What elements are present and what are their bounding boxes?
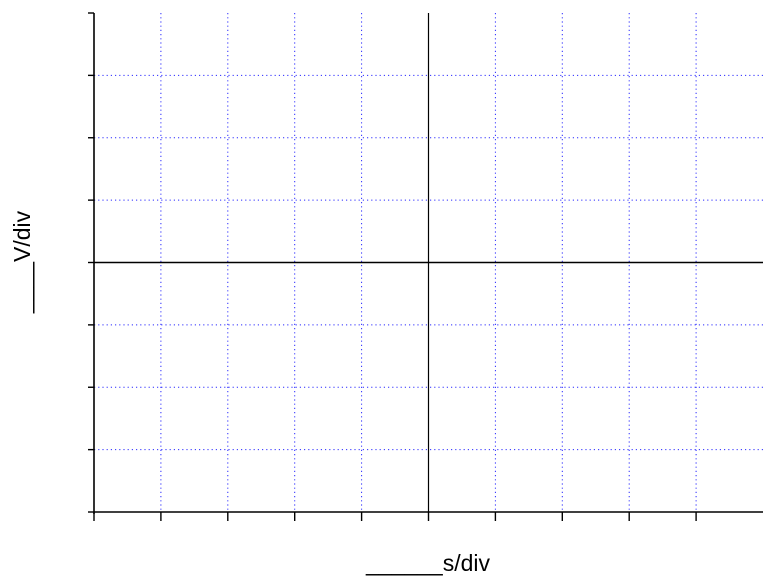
axis-ticks <box>88 12 697 521</box>
plot-frame <box>93 13 763 514</box>
y-axis-label: ____V/div <box>9 210 35 314</box>
grid-lines <box>94 13 763 512</box>
x-axis-label: ______s/div <box>365 550 491 576</box>
